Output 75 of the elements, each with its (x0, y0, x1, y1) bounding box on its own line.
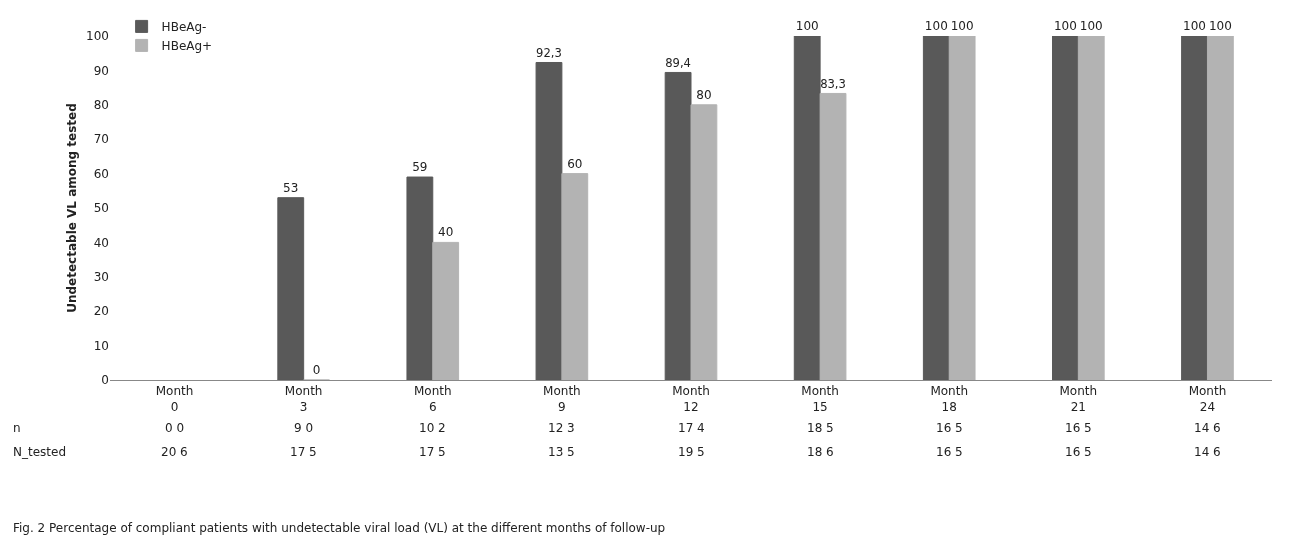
x-tick-label: Month 6 (413, 384, 452, 414)
bar (664, 71, 692, 380)
text: 17 5 (419, 445, 446, 459)
x-tick-label: Month 3 (284, 384, 323, 414)
x-tick-label: Month 15 (801, 384, 839, 414)
y-tick-label: 60 (93, 166, 109, 181)
y-tick-label: 40 (93, 235, 109, 250)
y-tick-label: 90 (93, 63, 109, 78)
data-label: 100 (950, 19, 974, 33)
y-tick-label: 70 (93, 132, 109, 147)
text: 0 0 (165, 421, 185, 435)
text: 14 6 (1194, 421, 1221, 435)
text: 13 5 (548, 445, 575, 459)
text: n (13, 421, 21, 435)
text: 17 4 (678, 421, 705, 435)
bar (922, 36, 950, 380)
x-tick-label: Month 12 (672, 384, 710, 414)
data-label: 53 (283, 180, 299, 195)
bar (690, 104, 718, 380)
bar (793, 36, 821, 380)
text: 16 5 (936, 421, 963, 435)
text: 9 0 (294, 421, 314, 435)
text: 14 6 (1194, 445, 1221, 459)
data-label: 100 (1053, 19, 1077, 33)
data-label: 100 (1208, 19, 1232, 33)
y-tick-label: 100 (86, 29, 109, 44)
text: 16 5 (936, 445, 963, 459)
bar (561, 173, 589, 380)
text: 18 6 (807, 445, 834, 459)
y-axis-title: Undetectable VL among tested (65, 103, 79, 313)
text: 19 5 (678, 445, 705, 459)
data-label: 60 (567, 156, 583, 171)
x-tick-label: Month 0 (155, 384, 194, 414)
y-tick-label: 10 (93, 338, 109, 353)
y-tick-label: 20 (93, 304, 109, 319)
text: N_tested (13, 445, 67, 459)
caption: Fig. 2 Percentage of compliant patients with undetectable viral load (VL) at the different months of follow-up (13, 521, 666, 535)
x-tick-label: Month 9 (543, 384, 581, 414)
y-tick-label: 50 (93, 201, 109, 216)
data-label: 89,4 (665, 55, 691, 70)
bar (1052, 36, 1079, 380)
legend-label: HBeAg- (161, 20, 207, 35)
data-label: 40 (438, 225, 454, 240)
bar (1206, 36, 1234, 380)
bar (277, 197, 305, 380)
bar (406, 176, 434, 380)
data-label: 0 (312, 363, 321, 377)
text: 17 5 (290, 445, 317, 459)
bar (1077, 36, 1105, 380)
data-label: 100 (1079, 19, 1103, 33)
y-tick-label: 80 (93, 98, 109, 112)
text: 18 5 (807, 421, 834, 435)
data-label: 100 (1183, 19, 1206, 33)
bar (819, 92, 847, 380)
y-tick-label: 0 (101, 373, 109, 388)
bar (432, 241, 460, 380)
text: 10 2 (419, 421, 446, 435)
text: 20 6 (161, 445, 188, 459)
bar (535, 61, 563, 380)
text: 16 5 (1065, 421, 1092, 435)
data-label: 59 (412, 160, 428, 175)
bar (948, 36, 976, 380)
text: 12 3 (548, 421, 575, 435)
x-tick-label: Month 24 (1188, 384, 1227, 414)
data-label: 92,3 (536, 45, 562, 60)
legend-label: HBeAg+ (161, 39, 213, 54)
x-tick-label: Month 21 (1059, 384, 1098, 414)
data-label: 80 (696, 87, 712, 102)
text: 16 5 (1065, 445, 1092, 459)
x-tick-label: Month 18 (930, 384, 969, 414)
bar (1181, 36, 1208, 380)
data-label: 83,3 (820, 76, 846, 91)
y-tick-label: 30 (93, 270, 109, 284)
data-label: 100 (795, 19, 819, 33)
data-label: 100 (924, 19, 948, 33)
